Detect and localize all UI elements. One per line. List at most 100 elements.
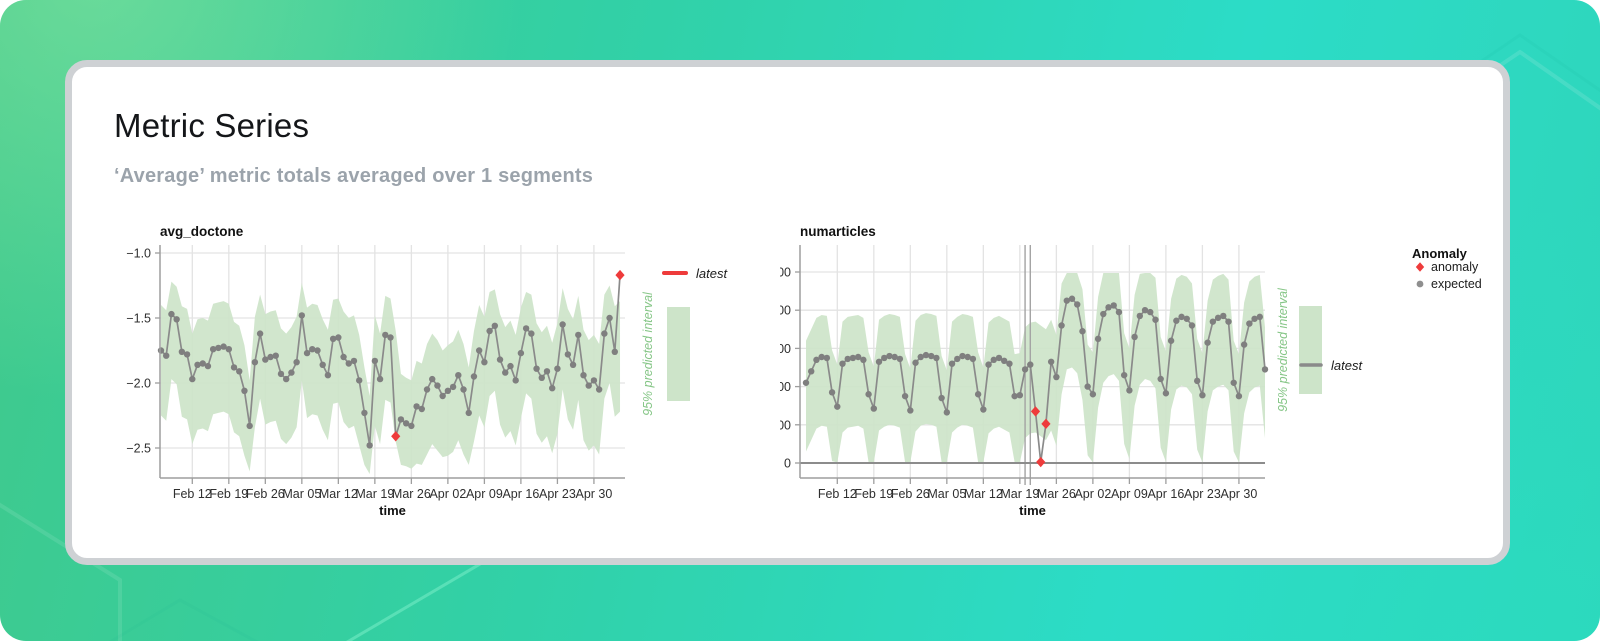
expected-point[interactable]: [1047, 358, 1055, 365]
expected-point[interactable]: [329, 335, 337, 342]
expected-point[interactable]: [335, 334, 342, 341]
expected-point[interactable]: [959, 352, 966, 360]
expected-point[interactable]: [1152, 316, 1159, 323]
expected-point[interactable]: [891, 353, 898, 361]
expected-point[interactable]: [522, 325, 530, 332]
expected-point[interactable]: [481, 359, 488, 366]
expected-point[interactable]: [881, 354, 888, 362]
expected-point[interactable]: [927, 352, 935, 360]
expected-point[interactable]: [912, 359, 919, 366]
expected-point[interactable]: [345, 360, 352, 367]
expected-point[interactable]: [324, 372, 332, 379]
expected-point[interactable]: [366, 442, 373, 449]
expected-point[interactable]: [460, 386, 467, 393]
expected-point[interactable]: [606, 314, 613, 322]
expected-point[interactable]: [1068, 295, 1076, 302]
expected-point[interactable]: [475, 347, 483, 354]
expected-point[interactable]: [580, 372, 587, 379]
expected-point[interactable]: [319, 361, 326, 368]
expected-point[interactable]: [917, 353, 924, 361]
expected-point[interactable]: [1235, 392, 1243, 400]
expected-point[interactable]: [1079, 328, 1086, 335]
expected-point[interactable]: [590, 377, 598, 384]
expected-point[interactable]: [1183, 315, 1190, 322]
expected-point[interactable]: [1011, 392, 1018, 400]
expected-point[interactable]: [382, 331, 389, 339]
expected-point[interactable]: [1162, 390, 1170, 397]
expected-point[interactable]: [293, 359, 300, 366]
expected-point[interactable]: [995, 354, 1003, 362]
expected-point[interactable]: [1094, 335, 1102, 343]
expected-point[interactable]: [288, 369, 295, 376]
expected-point[interactable]: [387, 334, 394, 341]
expected-point[interactable]: [828, 389, 836, 396]
expected-point[interactable]: [340, 353, 347, 361]
expected-point[interactable]: [1178, 313, 1185, 321]
expected-point[interactable]: [434, 382, 441, 389]
expected-point[interactable]: [272, 352, 279, 359]
expected-point[interactable]: [533, 365, 540, 372]
expected-point[interactable]: [844, 355, 851, 363]
expected-point[interactable]: [601, 330, 608, 337]
expected-point[interactable]: [834, 403, 841, 410]
expected-point[interactable]: [449, 383, 457, 391]
expected-point[interactable]: [168, 310, 175, 318]
expected-point[interactable]: [178, 348, 186, 355]
expected-point[interactable]: [361, 409, 368, 417]
expected-point[interactable]: [1141, 307, 1149, 314]
expected-point[interactable]: [1058, 322, 1065, 329]
expected-point[interactable]: [1001, 357, 1008, 365]
expected-point[interactable]: [423, 386, 431, 393]
expected-point[interactable]: [974, 391, 982, 398]
expected-point[interactable]: [157, 347, 165, 354]
expected-point[interactable]: [922, 351, 930, 359]
anomaly-point[interactable]: [1036, 456, 1046, 468]
expected-point[interactable]: [1251, 315, 1258, 322]
expected-point[interactable]: [554, 365, 561, 372]
expected-point[interactable]: [839, 360, 846, 367]
anomaly-point[interactable]: [1041, 418, 1051, 430]
expected-point[interactable]: [486, 327, 493, 335]
anomaly-point[interactable]: [1030, 406, 1041, 417]
expected-point[interactable]: [854, 353, 862, 361]
expected-point[interactable]: [1246, 320, 1253, 327]
expected-point[interactable]: [1261, 366, 1269, 373]
expected-point[interactable]: [376, 375, 384, 383]
expected-point[interactable]: [408, 422, 415, 430]
expected-point[interactable]: [933, 354, 940, 362]
expected-point[interactable]: [220, 343, 227, 350]
anomaly-point[interactable]: [391, 431, 401, 442]
expected-point[interactable]: [886, 352, 893, 360]
expected-point[interactable]: [813, 356, 820, 364]
expected-point[interactable]: [1214, 314, 1222, 322]
expected-point[interactable]: [964, 353, 971, 361]
expected-point[interactable]: [1167, 337, 1175, 344]
expected-point[interactable]: [439, 392, 446, 400]
expected-point[interactable]: [595, 386, 603, 393]
expected-point[interactable]: [507, 362, 514, 370]
expected-point[interactable]: [241, 387, 248, 394]
expected-point[interactable]: [985, 361, 992, 368]
expected-point[interactable]: [194, 361, 201, 368]
expected-point[interactable]: [1126, 387, 1133, 394]
expected-point[interactable]: [870, 405, 878, 412]
expected-point[interactable]: [491, 322, 499, 329]
expected-point[interactable]: [1110, 302, 1117, 309]
expected-point[interactable]: [1173, 317, 1180, 324]
expected-point[interactable]: [309, 346, 316, 353]
expected-point[interactable]: [823, 354, 831, 362]
expected-point[interactable]: [512, 377, 519, 384]
expected-point[interactable]: [980, 406, 987, 413]
expected-point[interactable]: [1131, 333, 1138, 341]
expected-point[interactable]: [465, 409, 472, 417]
expected-point[interactable]: [251, 359, 259, 366]
expected-point[interactable]: [455, 372, 462, 379]
expected-point[interactable]: [256, 330, 264, 337]
expected-point[interactable]: [1016, 391, 1024, 399]
expected-point[interactable]: [1199, 391, 1206, 399]
expected-point[interactable]: [1204, 339, 1211, 346]
expected-point[interactable]: [303, 349, 311, 357]
expected-point[interactable]: [397, 416, 405, 423]
expected-point[interactable]: [1188, 322, 1196, 329]
